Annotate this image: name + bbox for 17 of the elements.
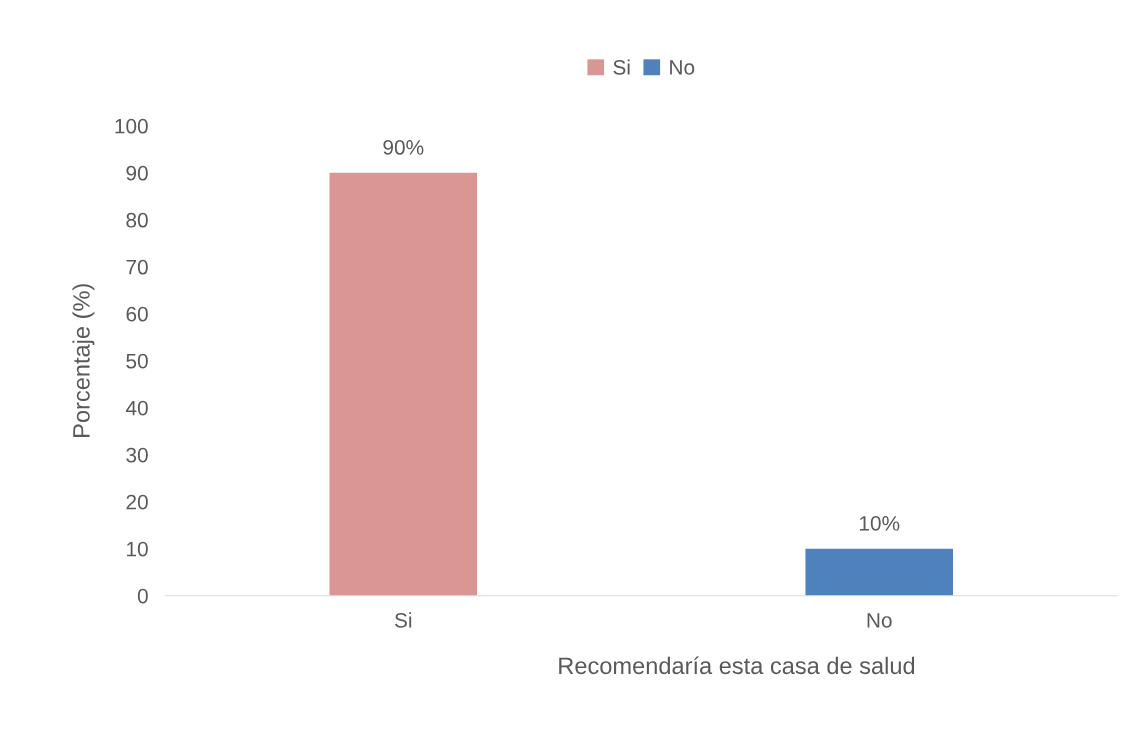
y-tick-label: 40 bbox=[125, 400, 148, 416]
y-tick-label: 0 bbox=[137, 588, 148, 604]
y-tick-label: 50 bbox=[126, 353, 148, 369]
y-tick-label: 90 bbox=[126, 165, 148, 181]
y-tick-label: 60 bbox=[126, 306, 148, 322]
legend-label: No bbox=[670, 60, 695, 75]
y-tick-label: 80 bbox=[126, 212, 148, 228]
x-axis-title: Recomendaría esta casa de salud bbox=[559, 656, 915, 675]
y-tick-label: 20 bbox=[126, 494, 148, 510]
y-axis-title: Porcentaje (%) bbox=[72, 284, 95, 437]
legend-label: Si bbox=[613, 59, 630, 75]
data-label: 90% bbox=[383, 140, 424, 155]
data-label: 10% bbox=[859, 515, 900, 531]
y-tick-label: 30 bbox=[126, 447, 148, 463]
y-tick-label: 10 bbox=[127, 541, 148, 557]
y-tick-label: 100 bbox=[115, 118, 148, 134]
y-tick-label: 70 bbox=[126, 259, 148, 275]
